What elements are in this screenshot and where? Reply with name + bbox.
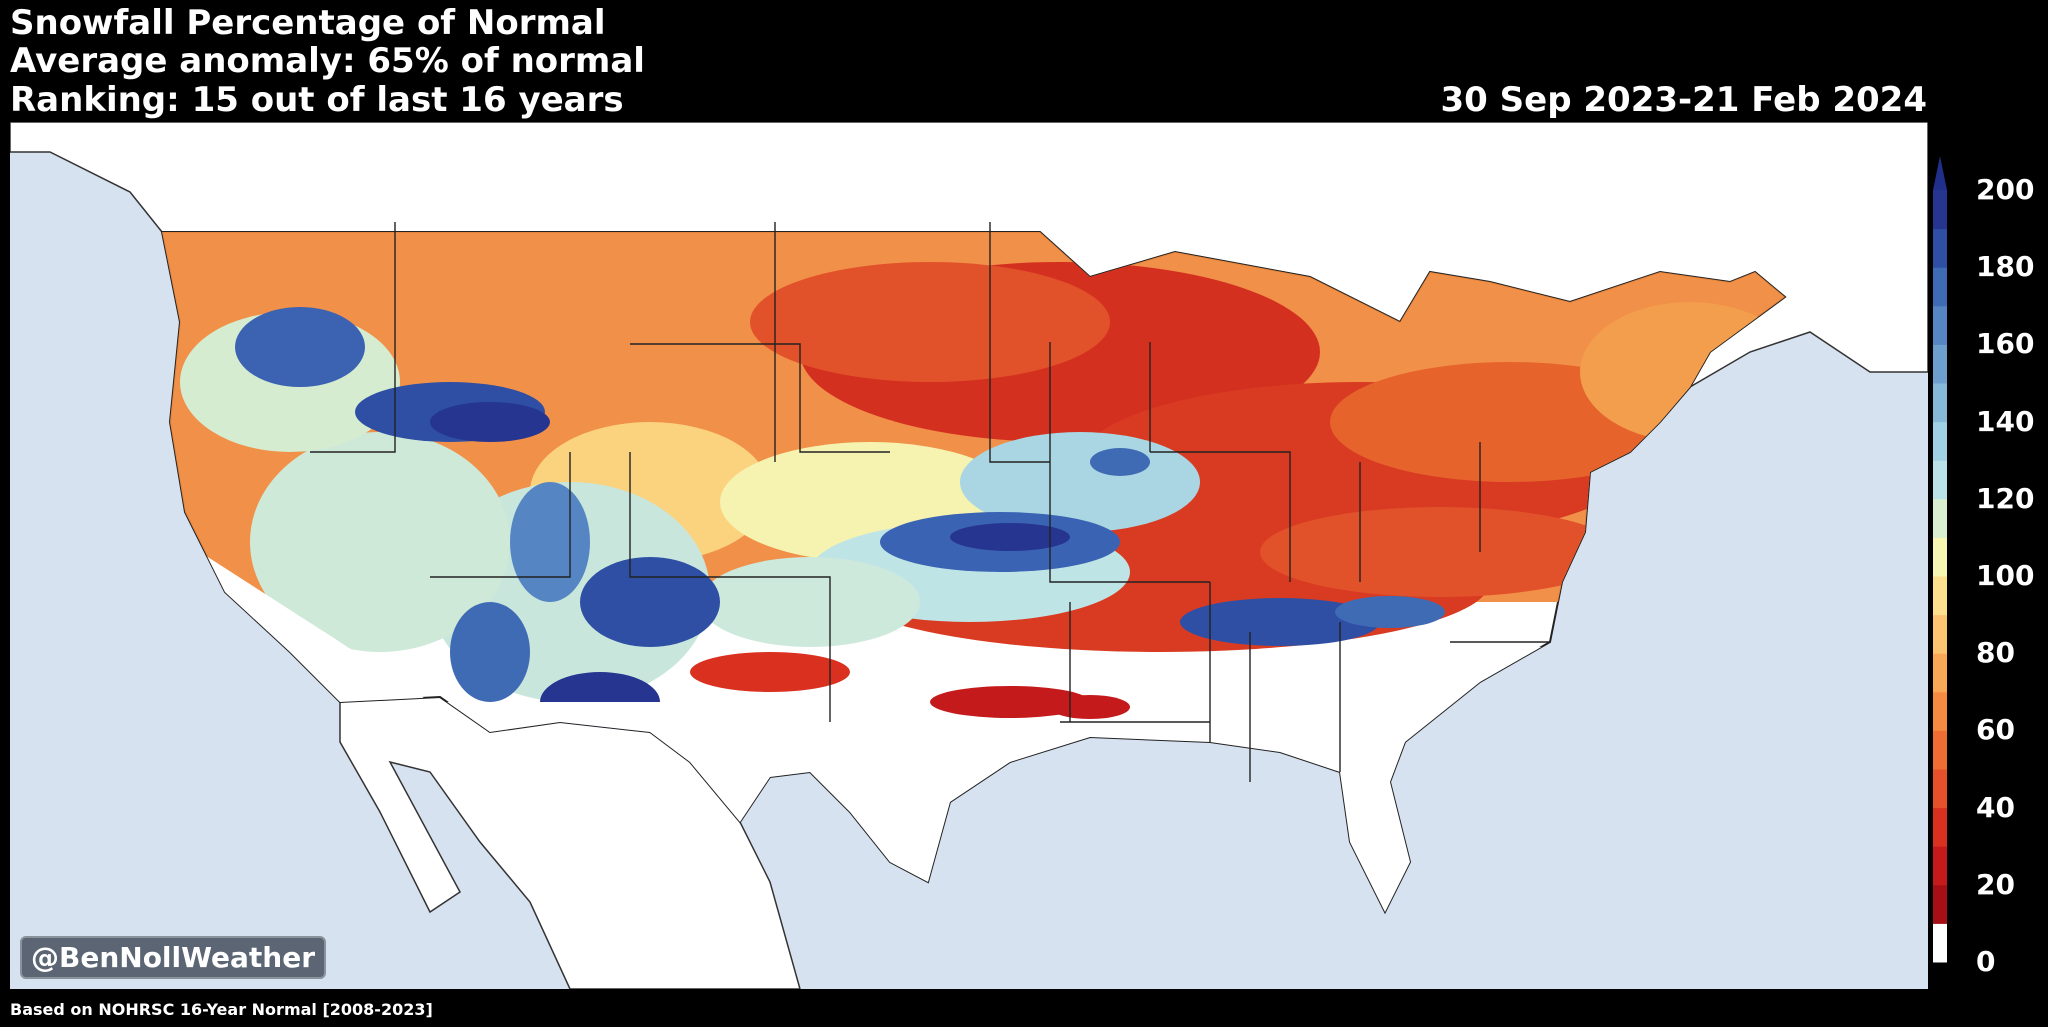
map-svg: [10, 122, 1928, 989]
colorbar-segment: [1933, 537, 1947, 577]
colorbar-segment: [1933, 923, 1947, 963]
colorbar-segment: [1933, 846, 1947, 886]
colorbar-segment: [1933, 383, 1947, 423]
colorbar-segment: [1933, 769, 1947, 809]
colorbar-tick-label: 40: [1976, 790, 2015, 824]
colorbar-tick-label: 200: [1976, 173, 2035, 206]
colorbar-segment: [1933, 653, 1947, 693]
colorbar-segment: [1933, 305, 1947, 345]
credit-badge: @BenNollWeather: [20, 936, 327, 979]
colorbar-tick-label: 140: [1976, 404, 2035, 438]
date-range: 30 Sep 2023-21 Feb 2024: [1440, 80, 1927, 120]
colorbar-tick-label: 20: [1976, 867, 2015, 901]
colorbar-segment: [1933, 460, 1947, 500]
colorbar-segment: [1933, 576, 1947, 616]
colorbar-tick-label: 80: [1976, 636, 2015, 670]
colorbar-tick-label: 120: [1976, 481, 2035, 515]
colorbar-segment: [1933, 884, 1947, 924]
colorbar-tick-label: 160: [1976, 327, 2035, 361]
colorbar-segment: [1933, 730, 1947, 770]
colorbar-tick-label: 180: [1976, 250, 2035, 284]
colorbar-segment: [1933, 498, 1947, 538]
colorbar-tick-label: 100: [1976, 559, 2035, 592]
colorbar-segment: [1933, 691, 1947, 731]
colorbar-segment: [1933, 807, 1947, 847]
anomaly-subtitle: Average anomaly: 65% of normal: [10, 41, 645, 81]
colorbar-segment: [1933, 267, 1947, 307]
colorbar-segment: [1933, 614, 1947, 654]
colorbar-segment: [1933, 344, 1947, 384]
colorbar-extend-arrow: [1933, 156, 1947, 190]
colorbar-svg: [1933, 156, 1947, 963]
colorbar-tick-label: 60: [1976, 713, 2015, 747]
source-footnote: Based on NOHRSC 16-Year Normal [2008-202…: [10, 1000, 433, 1019]
state-borders: [310, 222, 1550, 782]
map-title: Snowfall Percentage of Normal: [10, 3, 606, 43]
snowfall-map: [10, 122, 1928, 989]
colorbar-tick-label: 0: [1976, 945, 1996, 978]
colorbar-legend: 200 180 160 140 120 100 80 60 40 20 0: [1930, 150, 2040, 976]
colorbar-segment: [1933, 421, 1947, 461]
ranking-subtitle: Ranking: 15 out of last 16 years: [10, 80, 624, 120]
colorbar-segment: [1933, 190, 1947, 230]
colorbar-segment: [1933, 228, 1947, 268]
